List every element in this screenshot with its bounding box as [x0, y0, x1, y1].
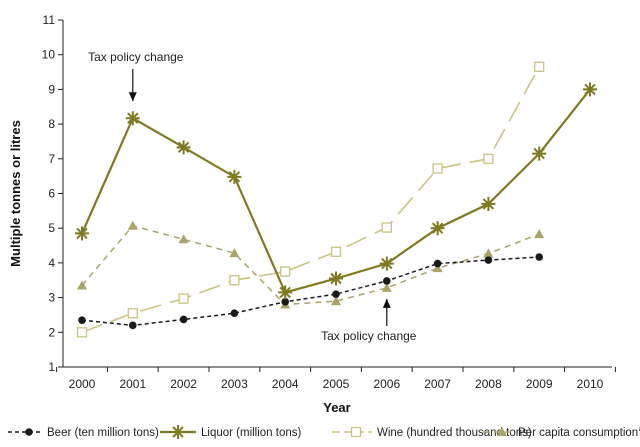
data-point	[481, 196, 496, 211]
data-point	[383, 277, 391, 285]
x-tick-label: 2009	[526, 377, 553, 391]
data-point	[329, 271, 343, 286]
x-tick-label: 2003	[221, 377, 248, 391]
legend-marker	[171, 425, 185, 439]
annotation-arrow-head	[382, 298, 391, 308]
x-tick-label: 2006	[373, 377, 400, 391]
data-point	[77, 280, 87, 290]
x-tick-label: 2001	[119, 377, 146, 391]
data-point	[229, 248, 240, 258]
data-point	[432, 163, 443, 174]
y-tick-label: 3	[48, 291, 55, 305]
data-point	[227, 169, 242, 184]
y-tick-label: 11	[43, 13, 56, 27]
y-tick-label: 4	[48, 256, 55, 270]
data-point	[179, 315, 188, 324]
x-tick-label: 2007	[424, 377, 451, 391]
annotation-label: Tax policy change	[321, 329, 417, 343]
series-line-1	[80, 88, 591, 294]
data-point	[379, 256, 394, 271]
data-point	[176, 140, 191, 155]
data-point	[332, 290, 340, 298]
x-tick-label: 2004	[272, 377, 299, 391]
data-point	[534, 229, 545, 239]
annotation-label: Tax policy change	[88, 50, 184, 64]
legend-label: Beer (ten million tons)	[47, 427, 159, 439]
data-point	[381, 222, 392, 233]
series-line-0	[81, 256, 540, 327]
data-point	[229, 275, 240, 286]
annotation-arrow-head	[128, 92, 137, 102]
data-point	[230, 309, 239, 318]
data-point	[432, 263, 443, 273]
y-tick-label: 2	[48, 325, 55, 339]
y-tick-label: 7	[48, 152, 55, 166]
data-point	[75, 226, 89, 241]
legend-marker	[350, 426, 362, 438]
x-tick-label: 2010	[577, 377, 604, 391]
data-point	[178, 293, 189, 304]
data-point	[535, 253, 543, 261]
y-tick-label: 1	[48, 360, 55, 374]
legend-marker	[25, 428, 33, 436]
data-point	[331, 296, 341, 306]
data-point	[127, 220, 138, 230]
data-point	[484, 256, 493, 264]
data-point	[534, 61, 545, 72]
legend-marker	[497, 427, 507, 436]
data-point	[381, 282, 392, 292]
x-tick-label: 2002	[170, 377, 197, 391]
data-point	[433, 259, 442, 268]
data-point	[78, 316, 86, 324]
data-point	[125, 111, 140, 126]
y-tick-label: 6	[48, 187, 55, 201]
x-tick-label: 2005	[323, 377, 350, 391]
data-point	[129, 321, 137, 330]
legend-label: Liquor (million tons)	[201, 427, 302, 439]
data-point	[127, 308, 138, 319]
series-line-3	[81, 224, 540, 306]
data-point	[281, 297, 290, 306]
y-tick-label: 9	[48, 82, 55, 96]
data-point	[430, 221, 445, 236]
x-tick-label: 2008	[475, 377, 502, 391]
data-point	[583, 82, 597, 97]
data-point	[330, 246, 342, 257]
data-point	[76, 327, 88, 338]
data-point	[532, 146, 547, 161]
legend-label: Wine (hundred thousand tons)	[377, 427, 532, 439]
data-point	[280, 266, 291, 277]
y-tick-label: 8	[48, 117, 55, 131]
data-point	[278, 285, 293, 300]
x-axis-title: Year	[323, 400, 350, 415]
y-tick-label: 10	[42, 48, 56, 62]
data-point	[483, 153, 494, 164]
series-line-2	[81, 66, 540, 334]
legend-label: Per capita consumption	[518, 427, 638, 439]
data-point	[483, 248, 494, 258]
legend-footnote-mark: a	[639, 426, 640, 433]
data-point	[178, 234, 189, 244]
y-axis-title: Multiple tonnes or litres	[8, 120, 23, 267]
y-tick-label: 5	[48, 221, 55, 235]
x-tick-label: 2000	[69, 377, 96, 391]
